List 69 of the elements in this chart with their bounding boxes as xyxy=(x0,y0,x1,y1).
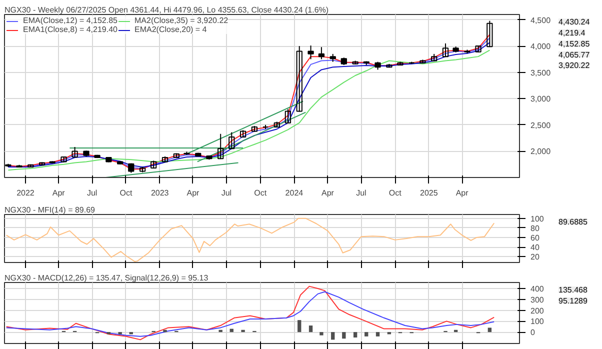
line-series xyxy=(6,291,495,337)
candlestick xyxy=(318,46,325,60)
text: 89.6885 xyxy=(558,218,588,226)
legend-label: EMA2(Close,20) = 4 xyxy=(134,25,207,34)
text: 4,219.4 xyxy=(558,28,586,38)
y-tick-label: 4,000 xyxy=(530,42,552,52)
y-tick-label: 3,000 xyxy=(530,94,552,104)
candlestick xyxy=(218,133,224,160)
y-tick-label: 100 xyxy=(530,317,544,326)
bar xyxy=(488,328,492,332)
x-tick-label: Jul xyxy=(221,188,232,198)
x-tick-label: Apr xyxy=(321,188,334,198)
candlestick xyxy=(228,132,235,150)
x-tick-label: Apr xyxy=(456,188,469,198)
y-tick-label: 80 xyxy=(530,224,540,233)
candlestick xyxy=(284,108,292,124)
x-tick-label: Oct xyxy=(254,188,268,198)
legend-label: MA2(Close,35) = 3,920.22 xyxy=(134,16,228,25)
bar xyxy=(331,332,335,340)
y-tick-label: 400 xyxy=(530,284,544,294)
x-tick-label: Oct xyxy=(388,188,402,198)
text: 95.1289 xyxy=(558,296,588,306)
y-tick-label: 20 xyxy=(530,252,540,262)
bar xyxy=(376,332,380,336)
y-tick-label: 200 xyxy=(530,306,544,316)
candlestick xyxy=(442,42,449,58)
bar xyxy=(353,332,358,338)
y-tick-label: 4,500 xyxy=(530,16,552,25)
line-series xyxy=(6,218,495,262)
y-tick-label: 2,000 xyxy=(530,147,552,156)
x-tick-label: 2023 xyxy=(150,188,170,198)
y-tick-label: 300 xyxy=(530,295,544,304)
x-tick-label: Jul xyxy=(87,188,98,198)
bar xyxy=(364,332,368,336)
x-tick-label: Apr xyxy=(186,188,200,198)
bar xyxy=(320,332,324,336)
text: 4,430.24 xyxy=(558,17,590,26)
candlestick xyxy=(296,46,302,112)
bar xyxy=(308,326,313,332)
legend-label: EMA(Close,12) = 4,152.85 xyxy=(23,16,118,25)
y-tick-label: 2,500 xyxy=(530,120,552,130)
bar xyxy=(298,320,302,332)
x-tick-label: Apr xyxy=(52,188,66,198)
y-tick-label: 40 xyxy=(530,243,540,252)
x-tick-label: 2025 xyxy=(420,188,438,198)
text: 135.468 xyxy=(558,286,588,294)
candlestick xyxy=(486,20,493,48)
bar xyxy=(218,330,222,332)
legend-label: EMA1(Close,8) = 4,219.40 xyxy=(23,25,118,34)
candlestick xyxy=(72,146,78,158)
y-tick-label: 0 xyxy=(530,328,536,338)
bar xyxy=(163,330,167,332)
line-series xyxy=(6,286,495,340)
chart-title: NGX30 - MFI(14) = 89.69 xyxy=(4,206,96,214)
bar xyxy=(342,332,346,339)
x-tick-label: Oct xyxy=(120,188,133,198)
chart-title: NGX30 - Weekly 06/27/2025 Open 4361.44, Hi 4479.96, Lo 4355.63, Close 4430.24 (1.6%) xyxy=(4,6,329,14)
bar xyxy=(241,330,245,332)
y-tick-label: 60 xyxy=(530,234,540,243)
x-tick-label: 2024 xyxy=(285,188,304,198)
chart-title: NGX30 - MACD(12,26) = 135.47, Signal(12,26,9) = 95.13 xyxy=(4,274,209,282)
text: 4,065.77 xyxy=(558,50,590,60)
text: 3,920.22 xyxy=(558,61,590,70)
candlestick xyxy=(308,45,314,60)
x-tick-label: 2022 xyxy=(16,188,35,198)
text: 4,152.85 xyxy=(558,39,590,48)
x-tick-label: Jul xyxy=(356,188,367,198)
y-tick-label: 3,500 xyxy=(530,68,552,78)
y-tick-label: 100 xyxy=(530,214,544,224)
